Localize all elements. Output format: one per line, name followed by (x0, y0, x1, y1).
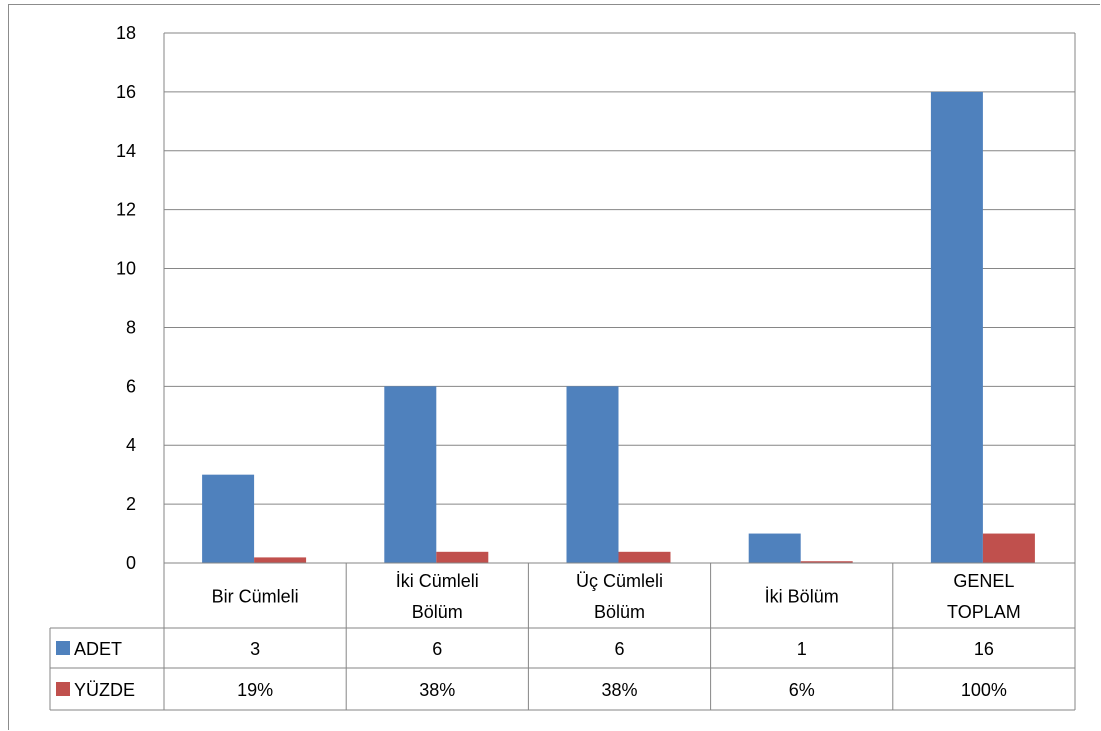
legend-label: ADET (74, 639, 122, 659)
data-table-value: 3 (250, 639, 260, 659)
data-table-value: 16 (974, 639, 994, 659)
legend-key-adet (56, 641, 70, 655)
bar-yüzde (436, 551, 489, 563)
bar-adet (384, 386, 437, 563)
bar-adet (748, 533, 801, 563)
y-tick-label: 18 (116, 23, 136, 43)
category-label: Üç Cümleli (576, 571, 663, 591)
data-table-value: 19% (237, 680, 273, 700)
bar-adet (930, 91, 983, 563)
bar-yüzde (982, 533, 1035, 563)
y-tick-label: 12 (116, 200, 136, 220)
bar-adet (202, 474, 255, 563)
category-label: İki Bölüm (765, 587, 839, 607)
legend-key-yüzde (56, 682, 70, 696)
category-label: İki Cümleli (396, 571, 479, 591)
data-table-value: 6 (614, 639, 624, 659)
data-table-value: 1 (797, 639, 807, 659)
legend-label: YÜZDE (74, 680, 135, 700)
y-tick-label: 0 (126, 553, 136, 573)
category-label: Bir Cümleli (212, 587, 299, 607)
data-table-value: 100% (961, 680, 1007, 700)
bar-yüzde (254, 557, 307, 563)
y-tick-label: 14 (116, 141, 136, 161)
y-tick-label: 6 (126, 376, 136, 396)
category-label: GENEL (953, 571, 1014, 591)
y-tick-label: 4 (126, 435, 136, 455)
category-label: Bölüm (412, 602, 463, 622)
data-table-value: 6% (789, 680, 815, 700)
data-table-value: 6 (432, 639, 442, 659)
category-label: Bölüm (594, 602, 645, 622)
bar-yüzde (618, 551, 671, 563)
y-tick-label: 2 (126, 494, 136, 514)
data-table-value: 38% (419, 680, 455, 700)
chart-frame (8, 4, 1100, 730)
bar-adet (566, 386, 619, 563)
y-tick-label: 16 (116, 82, 136, 102)
category-label: TOPLAM (947, 602, 1021, 622)
y-tick-label: 8 (126, 317, 136, 337)
bar-yüzde (800, 561, 853, 563)
data-table-value: 38% (601, 680, 637, 700)
y-tick-label: 10 (116, 259, 136, 279)
